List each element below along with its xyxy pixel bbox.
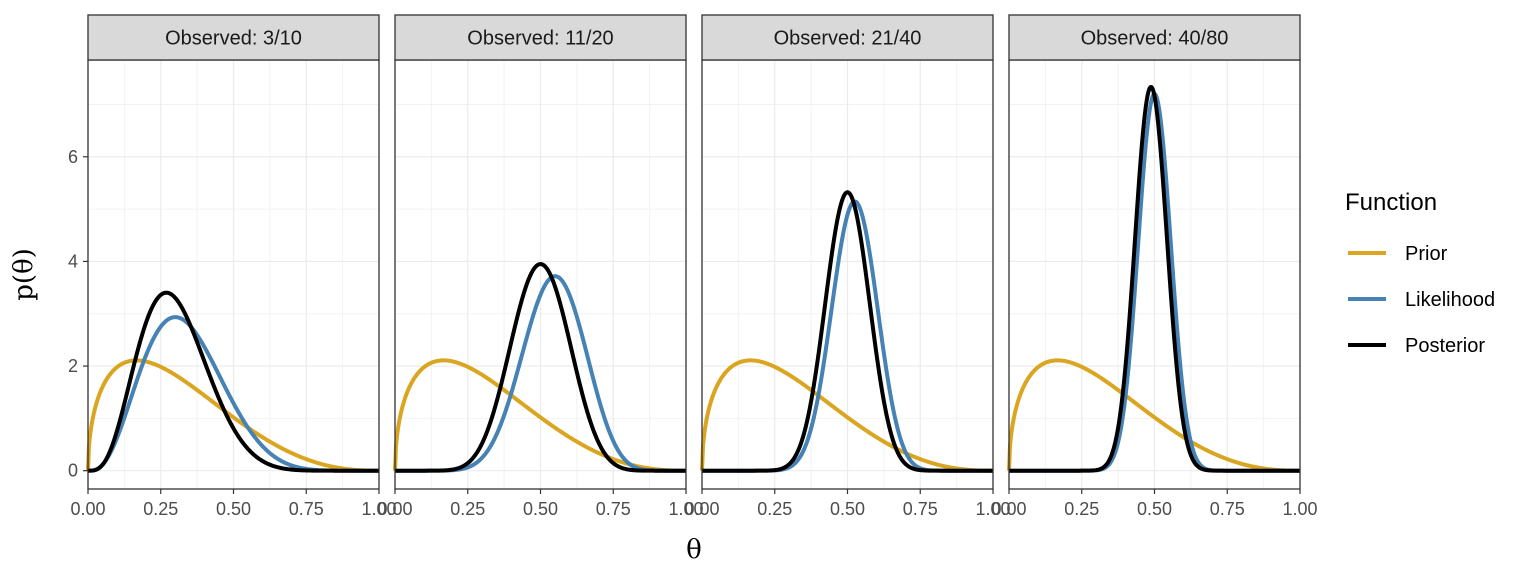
series-line-prior xyxy=(700,358,995,473)
y-axis: 0 2 4 6 xyxy=(68,147,88,481)
x-tick-label: 0.75 xyxy=(289,499,324,519)
y-tick-label: 0 xyxy=(68,461,78,481)
series-line-prior xyxy=(1007,358,1302,473)
x-tick-label: 0.75 xyxy=(1210,499,1245,519)
legend-title: Function xyxy=(1345,189,1437,216)
legend: Function Prior Likelihood Posterior xyxy=(1345,189,1495,357)
x-tick-label: 0.50 xyxy=(216,499,251,519)
x-tick-label: 1.00 xyxy=(668,499,703,519)
x-tick-label: 0.00 xyxy=(684,499,719,519)
strip-label: Observed: 21/40 xyxy=(774,28,922,50)
x-tick-label: 0.50 xyxy=(1137,499,1172,519)
y-tick-label: 6 xyxy=(68,147,78,167)
y-tick-label: 2 xyxy=(68,356,78,376)
facet-panel: Observed: 21/40 0.00 0.25 0.50 0.75 1.00 xyxy=(684,14,1011,519)
x-tick-label: 0.00 xyxy=(991,499,1026,519)
x-tick-label: 0.50 xyxy=(830,499,865,519)
x-tick-label: 0.25 xyxy=(143,499,178,519)
legend-label-posterior: Posterior xyxy=(1405,335,1485,357)
y-axis-title: p(θ) xyxy=(9,248,39,301)
facet-panel: Observed: 11/20 0.00 0.25 0.50 0.75 1.00 xyxy=(377,14,704,519)
x-axis-title: θ xyxy=(686,535,702,565)
strip-label: Observed: 40/80 xyxy=(1081,28,1229,50)
facet-panel: Observed: 3/10 0.00 0.25 0.50 0.75 1.00 xyxy=(70,14,397,519)
series-line-posterior xyxy=(86,290,381,473)
strip-background xyxy=(1008,14,1301,61)
x-tick-label: 0.00 xyxy=(70,499,105,519)
x-tick-label: 1.00 xyxy=(1282,499,1317,519)
y-tick-label: 4 xyxy=(68,251,78,271)
x-tick-label: 1.00 xyxy=(361,499,396,519)
x-tick-label: 0.75 xyxy=(596,499,631,519)
strip-label: Observed: 3/10 xyxy=(165,28,302,50)
x-tick-label: 0.25 xyxy=(757,499,792,519)
x-tick-label: 0.75 xyxy=(903,499,938,519)
strip-background xyxy=(701,14,994,61)
strip-background xyxy=(394,14,687,61)
facet-panel: Observed: 40/80 0.00 0.25 0.50 0.75 1.00 xyxy=(991,14,1318,519)
series-line-posterior xyxy=(1007,84,1302,473)
facet-panels: Observed: 3/100.00 0.25 0.50 0.75 1.00Observ… xyxy=(70,14,1318,519)
strip-label: Observed: 11/20 xyxy=(467,28,613,50)
series-line-posterior xyxy=(700,190,995,473)
x-tick-label: 0.25 xyxy=(450,499,485,519)
x-tick-label: 0.50 xyxy=(523,499,558,519)
legend-label-prior: Prior xyxy=(1405,243,1448,265)
strip-background xyxy=(87,14,380,61)
x-tick-label: 0.00 xyxy=(377,499,412,519)
legend-label-likelihood: Likelihood xyxy=(1405,289,1495,311)
series-line-posterior xyxy=(393,262,688,473)
x-tick-label: 0.25 xyxy=(1064,499,1099,519)
x-tick-label: 1.00 xyxy=(975,499,1010,519)
